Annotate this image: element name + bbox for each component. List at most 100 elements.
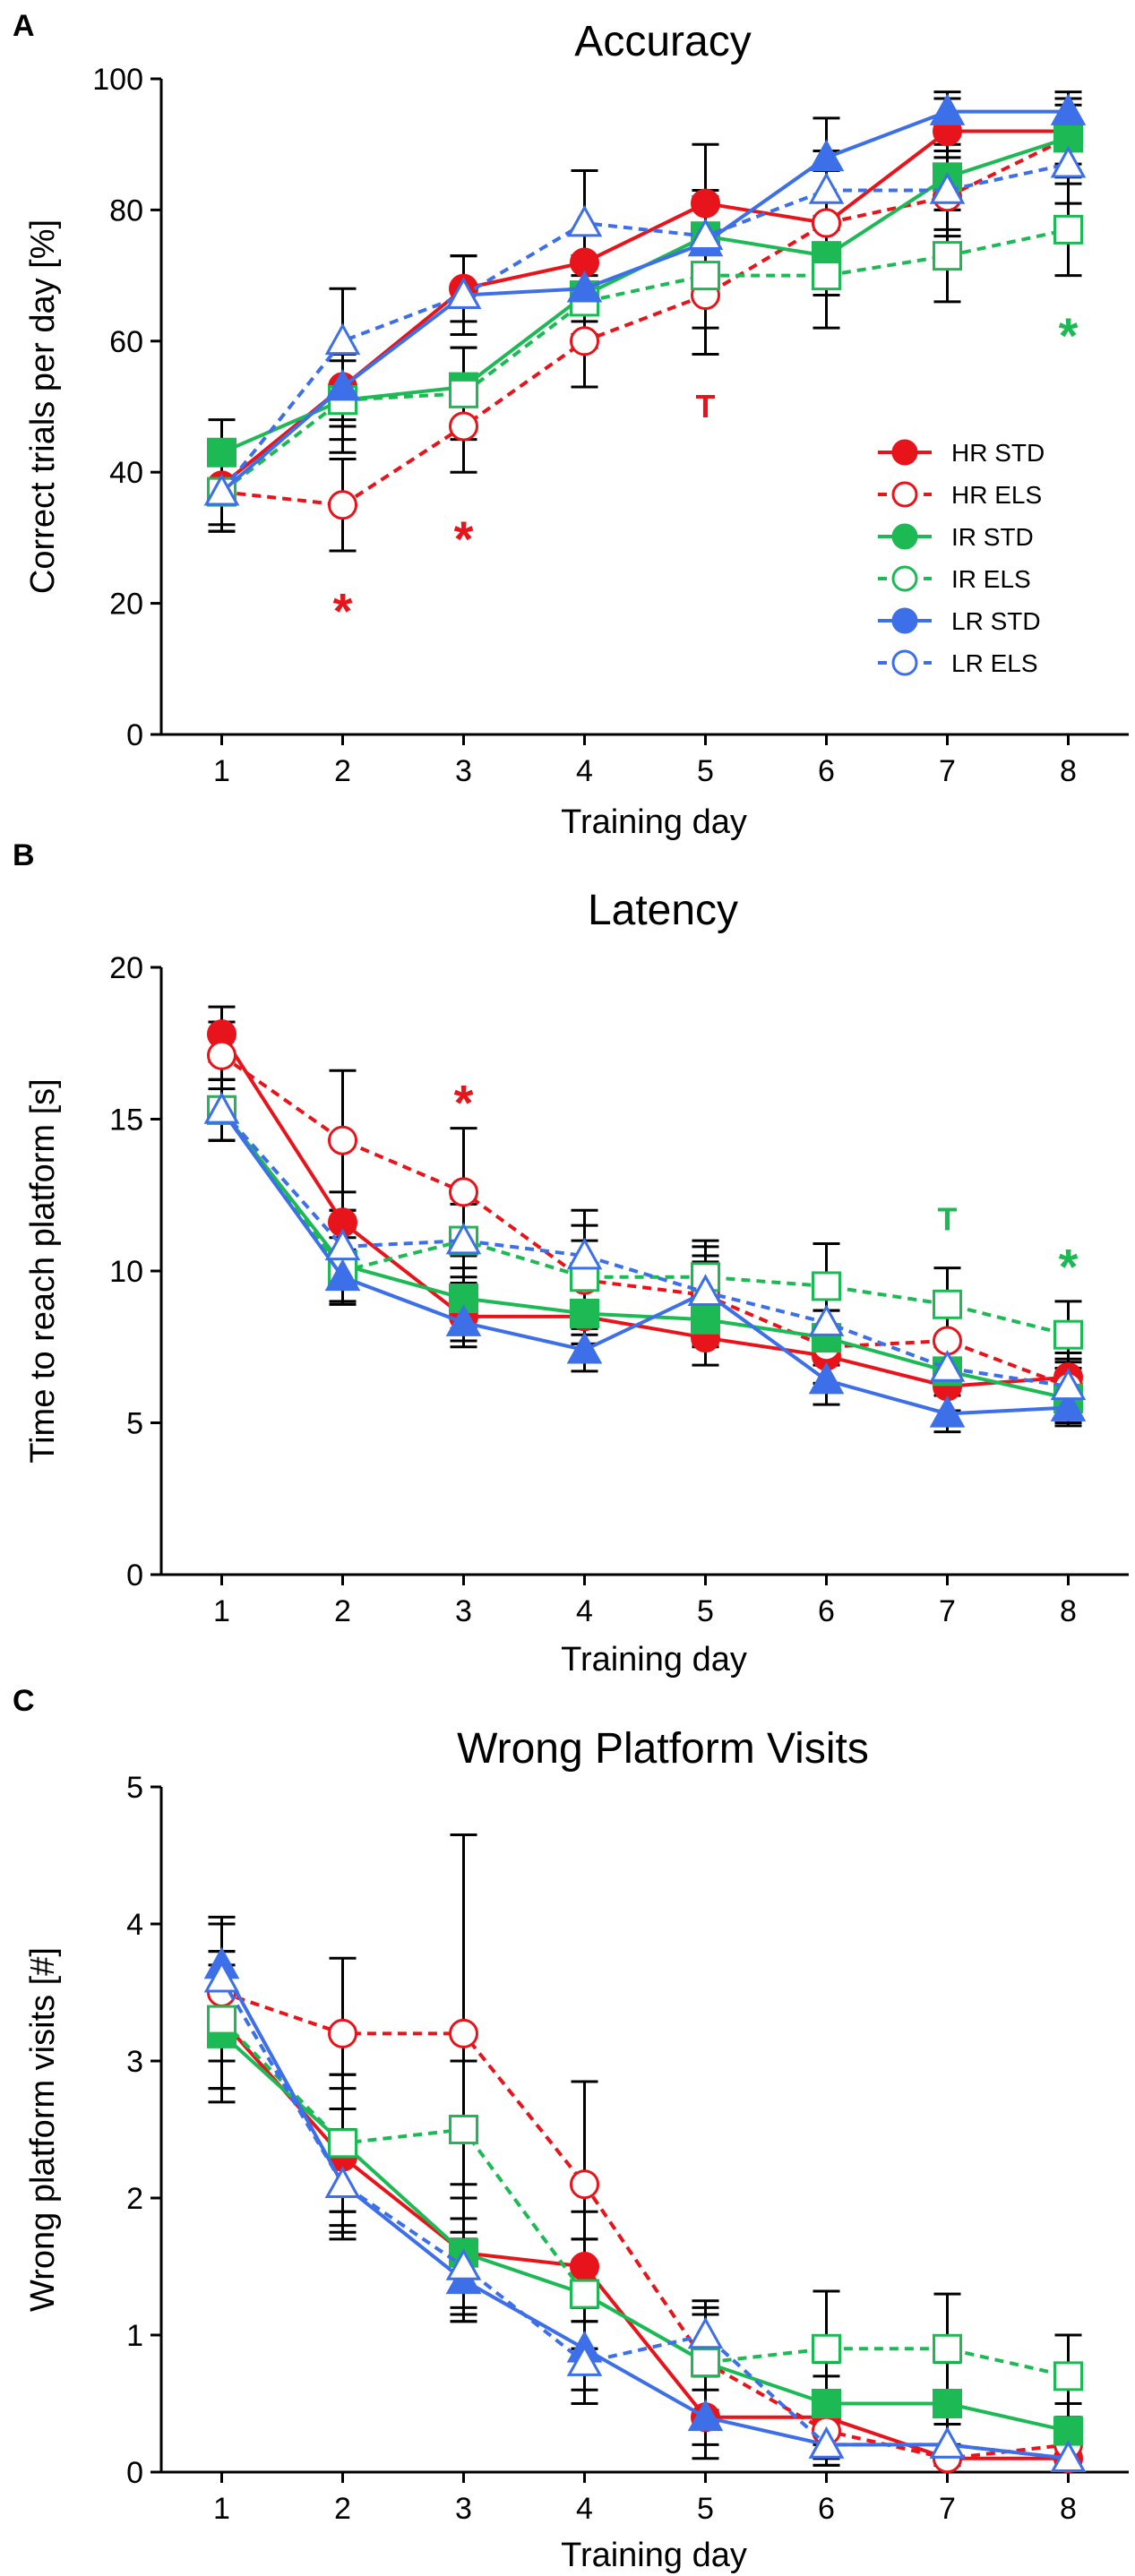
data-point (449, 2115, 478, 2144)
data-point (449, 378, 478, 408)
series-lr-els (203, 1960, 1087, 2472)
legend-label: IR STD (951, 523, 1034, 551)
data-point (449, 1284, 478, 1314)
data-point (691, 1304, 720, 1335)
data-point (691, 188, 720, 219)
x-axis-label: Training day (561, 2537, 747, 2574)
x-tick-label: 5 (697, 2492, 714, 2526)
x-tick-label: 6 (818, 2492, 835, 2526)
y-tick-label: 0 (126, 718, 143, 752)
significance-marker: T (696, 388, 716, 425)
data-point (1050, 145, 1087, 178)
data-point (566, 204, 603, 237)
y-tick-label: 0 (126, 1558, 143, 1593)
x-tick-label: 6 (818, 1594, 835, 1628)
panel-letter: A (13, 9, 35, 43)
data-point (1053, 2361, 1083, 2391)
data-point (570, 1298, 599, 1328)
significance-marker: * (454, 1074, 474, 1130)
legend-label: HR STD (951, 439, 1045, 467)
data-point (812, 1271, 841, 1301)
series-line (220, 228, 1069, 494)
data-point (203, 1960, 240, 1993)
x-tick-label: 8 (1060, 1594, 1077, 1628)
data-point (207, 2005, 236, 2035)
y-tick-label: 20 (109, 951, 143, 985)
data-point (691, 261, 720, 291)
x-tick-label: 5 (697, 754, 714, 788)
significance-marker: * (1059, 1238, 1079, 1294)
x-axis-label: Training day (561, 803, 747, 841)
data-point (808, 2426, 845, 2459)
data-point (929, 1395, 966, 1428)
data-point (324, 1258, 361, 1292)
series-line (219, 1978, 1069, 2460)
error-bars-ir-std (208, 103, 1082, 487)
panel-b: B Latency 0 5 10 15 20 1 2 3 4 5 6 7 8 Training day Time… (13, 838, 1129, 1679)
data-point (687, 2399, 724, 2432)
legend-label: LR STD (951, 607, 1041, 635)
y-tick-label: 5 (126, 1407, 143, 1441)
significance-marker: T (938, 1200, 958, 1237)
y-tick-label: 100 (92, 63, 143, 97)
y-tick-label: 80 (109, 193, 143, 228)
data-point (687, 218, 724, 250)
series-line (219, 1109, 1069, 1416)
data-point (445, 1304, 482, 1336)
axes (150, 77, 1129, 745)
data-point (1053, 1319, 1083, 1350)
data-point (328, 490, 357, 520)
data-point (566, 1331, 603, 1364)
chart-title: Wrong Platform Visits (457, 1725, 869, 1773)
data-point (808, 172, 845, 204)
x-tick-label: 3 (455, 2492, 472, 2526)
x-tick-label: 6 (818, 754, 835, 788)
legend-label: HR ELS (951, 481, 1042, 509)
x-tick-label: 2 (334, 754, 351, 788)
x-tick-label: 3 (455, 1594, 472, 1628)
y-tick-label: 4 (126, 1908, 143, 1942)
x-tick-label: 4 (576, 754, 593, 788)
series-line (219, 1963, 1069, 2460)
data-point (812, 261, 841, 291)
data-point (1053, 214, 1083, 245)
x-tick-label: 2 (334, 2492, 351, 2526)
data-point (812, 2389, 841, 2418)
data-point (929, 172, 966, 204)
data-point (808, 1304, 845, 1336)
y-tick-label: 5 (126, 1771, 143, 1805)
data-point (570, 2279, 599, 2309)
y-tick-label: 20 (109, 588, 143, 622)
data-point (324, 322, 361, 356)
series-lr-els (203, 1091, 1087, 1401)
data-point (687, 1274, 724, 1307)
data-point (812, 2333, 841, 2364)
axes (150, 1785, 1129, 2483)
legend-marker (891, 481, 918, 508)
data-point (328, 2018, 357, 2048)
data-point (566, 270, 603, 303)
series-ir-els (207, 2005, 1083, 2391)
panel-a: A Accuracy 0 20 40 60 80 100 1 2 3 4 5 6 7 8 Training da… (13, 9, 1129, 841)
series-line (221, 136, 1070, 507)
legend-marker (891, 523, 918, 550)
data-point (1050, 93, 1087, 125)
data-point (324, 2166, 361, 2198)
x-tick-label: 1 (213, 2492, 230, 2526)
data-point (328, 1125, 357, 1155)
legend-marker (891, 607, 918, 634)
data-point (328, 2128, 357, 2159)
series-line (219, 1033, 1069, 1388)
data-point (570, 2169, 599, 2200)
data-point (570, 326, 599, 356)
data-point (1050, 1389, 1087, 1421)
series-line (219, 1109, 1069, 1337)
data-point (324, 1228, 361, 1261)
data-point (203, 1091, 240, 1124)
data-point (445, 277, 482, 309)
series-lr-els (203, 145, 1087, 506)
legend-label: LR ELS (951, 649, 1038, 677)
data-point (691, 2348, 720, 2378)
chart-title: Latency (588, 887, 738, 934)
data-point (933, 2389, 962, 2418)
